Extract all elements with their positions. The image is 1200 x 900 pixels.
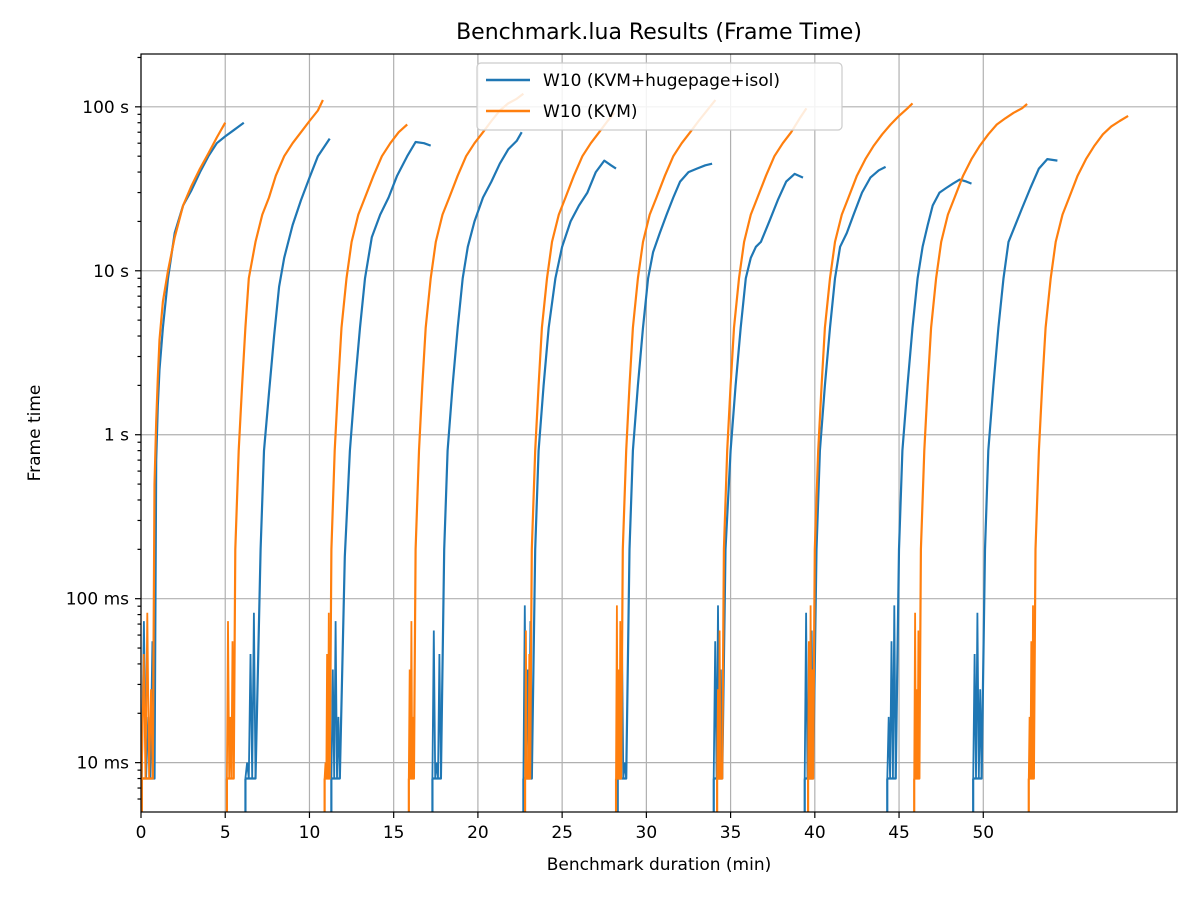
y-tick-label: 100 ms (66, 590, 129, 610)
series-2-cycle-line (525, 112, 616, 780)
legend-label-series-2: W10 (KVM) (543, 102, 638, 122)
series-1-cycle-line (713, 172, 804, 780)
series-2-noise-band (615, 605, 622, 779)
series-1-cycle-line (887, 178, 972, 780)
plot-frame (140, 53, 1178, 813)
series-1-noise-band (972, 612, 983, 779)
x-tick-label: 45 (888, 823, 910, 843)
series-2-cycle-line (808, 102, 914, 780)
series-1-noise-band (431, 630, 442, 779)
series-2-noise-band (226, 621, 235, 779)
grid-lines (140, 54, 1177, 812)
y-axis-label: Frame time (25, 385, 45, 482)
series-2-noise-band (407, 621, 415, 779)
y-tick-label: 10 s (93, 262, 129, 282)
x-tick-label: 25 (551, 823, 573, 843)
series-lines (140, 92, 1129, 812)
x-tick-label: 10 (299, 823, 321, 843)
series-2-cycle-line (408, 92, 525, 780)
series-1-cycle-line (245, 137, 331, 780)
series-2-cycle-line (717, 107, 808, 780)
series-2-cycle-line (616, 99, 717, 780)
series-2-noise-band (1027, 605, 1035, 779)
series-2-cycle-line (914, 103, 1028, 780)
series-1-cycle-line (331, 140, 432, 780)
y-tick-label: 1 s (104, 426, 129, 446)
series-1-cycle-line (973, 158, 1058, 780)
series-1-cycle-line (804, 165, 887, 780)
series-2-cycle-line (324, 123, 408, 780)
series-2-noise-band (323, 612, 331, 779)
y-tick-label: 10 ms (77, 754, 130, 774)
series-1-noise-band (244, 612, 257, 779)
series-1-cycle-line (432, 131, 523, 780)
series-2-noise-band (807, 605, 814, 779)
x-tick-label: 35 (720, 823, 742, 843)
series-2-cycle-line (1028, 114, 1129, 780)
series-2-noise-band (913, 612, 921, 779)
x-tick-label: 5 (220, 823, 231, 843)
legend: W10 (KVM+hugepage+isol) W10 (KVM) (476, 62, 843, 131)
series-1-cycle-line (617, 162, 713, 780)
series-1 (140, 121, 1058, 812)
axis-ticks: 0 5 10 15 20 25 30 35 40 45 50 10 ms 100 ms 1 s 10 s 10… (66, 56, 994, 843)
x-tick-label: 30 (636, 823, 658, 843)
series-1-cycle-line (523, 159, 617, 780)
x-axis-label: Benchmark duration (min) (547, 855, 772, 875)
series-2-cycle-line (226, 99, 324, 780)
x-tick-label: 40 (804, 823, 826, 843)
legend-label-series-1: W10 (KVM+hugepage+isol) (543, 71, 780, 91)
chart-title: Benchmark.lua Results (Frame Time) (456, 20, 862, 45)
series-1-noise-band (886, 605, 897, 779)
series-1-noise-band (330, 621, 341, 779)
series-2-cycle-line (141, 122, 227, 780)
x-tick-label: 0 (136, 823, 147, 843)
x-tick-label: 20 (467, 823, 489, 843)
x-tick-label: 15 (383, 823, 405, 843)
series-2-noise-band (140, 612, 154, 779)
x-tick-label: 50 (972, 823, 994, 843)
series-1-noise-band (712, 605, 724, 779)
series-2-noise-band (524, 630, 531, 779)
y-tick-label: 100 s (82, 98, 129, 118)
legend-box (476, 62, 843, 131)
